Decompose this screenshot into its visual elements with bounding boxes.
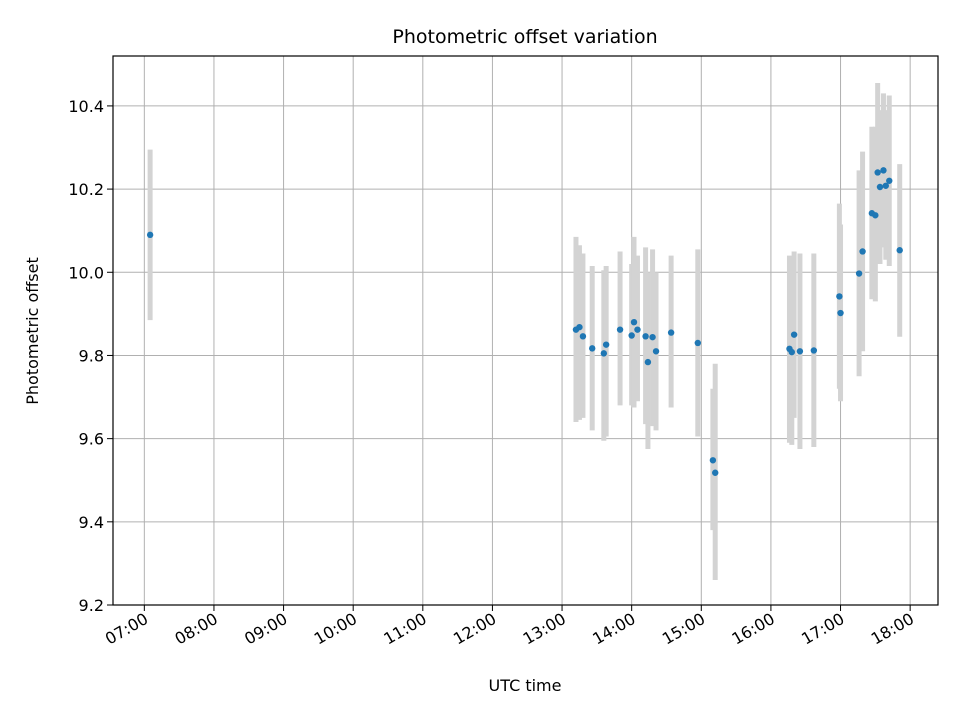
data-point	[709, 457, 717, 464]
data-point	[146, 231, 154, 239]
y-tick-label: 10.2	[68, 180, 104, 199]
chart-title: Photometric offset variation	[392, 26, 657, 48]
data-point	[579, 333, 587, 340]
y-axis-title: Photometric offset	[23, 257, 42, 405]
data-point	[628, 332, 635, 339]
data-point	[652, 348, 660, 355]
plot-frame	[112, 55, 939, 606]
x-axis-title: UTC time	[489, 676, 562, 695]
data-point	[836, 293, 843, 300]
data-point	[886, 177, 893, 184]
y-tick-label: 9.8	[79, 346, 104, 365]
data-point	[882, 182, 889, 189]
data-point	[602, 341, 610, 348]
y-tick-label: 9.2	[79, 596, 104, 615]
data-point	[630, 318, 638, 326]
data-point	[872, 212, 879, 219]
data-point	[810, 347, 818, 354]
y-tick-label: 10.0	[68, 263, 104, 282]
data-point	[589, 345, 596, 352]
data-point	[634, 326, 641, 333]
data-point	[667, 329, 675, 336]
data-point	[859, 248, 866, 255]
data-point	[788, 348, 795, 356]
y-tick-label: 9.6	[79, 430, 104, 449]
y-tick-label: 10.4	[68, 97, 104, 116]
data-point	[837, 309, 844, 317]
data-point	[876, 183, 884, 191]
data-point	[576, 323, 583, 331]
y-tick-label: 9.4	[79, 513, 104, 532]
data-point	[796, 348, 804, 355]
data-point	[874, 169, 881, 176]
data-point	[649, 333, 656, 341]
data-point	[855, 270, 863, 277]
data-point	[790, 331, 798, 338]
data-point	[712, 469, 719, 476]
data-point	[616, 326, 624, 333]
data-points	[146, 167, 903, 476]
data-point	[880, 167, 887, 174]
y-axis-ticks: 9.2 9.4 9.6 9.8 10.0 10.2 10.4	[68, 97, 113, 615]
data-point	[642, 333, 649, 340]
data-point	[600, 350, 608, 357]
data-point	[694, 339, 702, 347]
data-point	[644, 358, 652, 366]
data-point	[896, 247, 903, 254]
